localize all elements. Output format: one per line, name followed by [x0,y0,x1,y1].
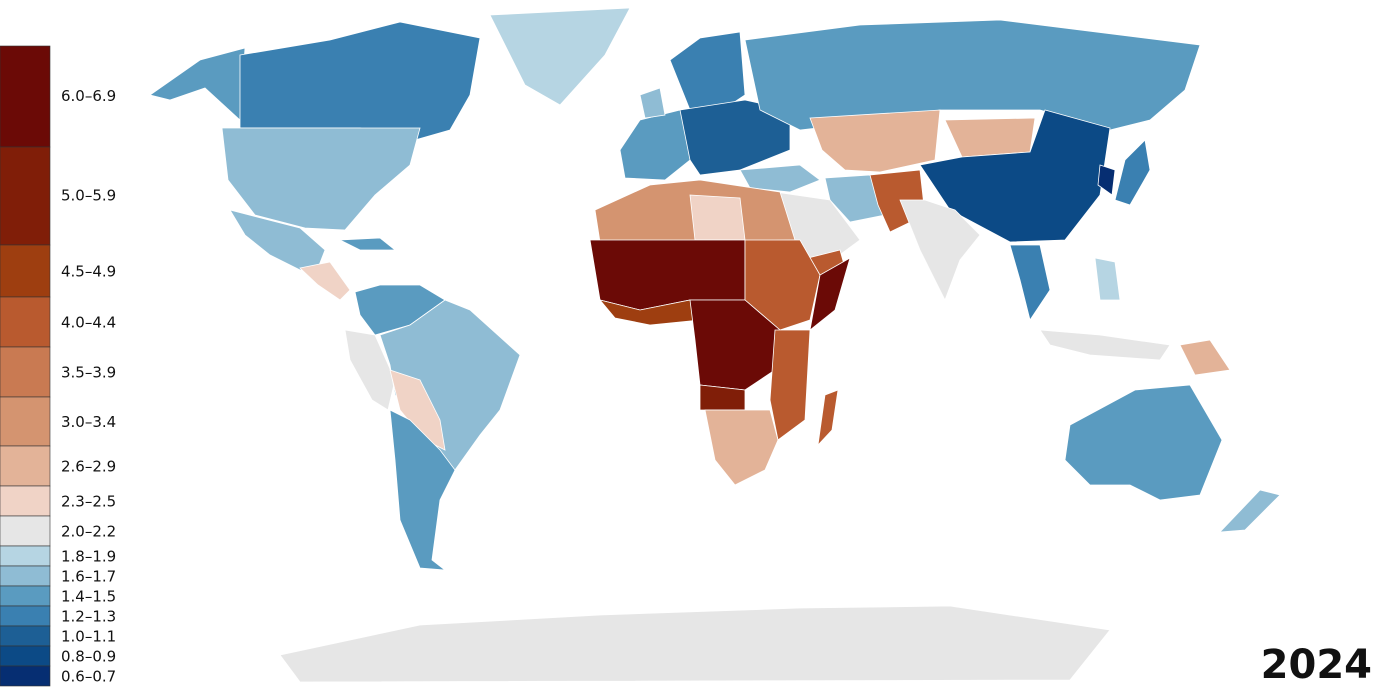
alaska [149,47,246,121]
greenland [489,7,631,106]
libya [689,194,746,241]
legend-swatch [0,625,51,647]
philippines [1094,257,1121,301]
russia [744,19,1201,131]
legend-swatch [0,296,51,348]
legend-label: 4.5–4.9 [61,263,116,281]
year-label: 2024 [1261,642,1372,688]
legend-swatch [0,665,51,687]
ecuador-peru [344,329,396,411]
legend-label: 1.2–1.3 [61,608,116,626]
caribbean [338,237,397,251]
legend-label: 1.4–1.5 [61,588,116,606]
argentina-chile [389,409,456,571]
india [899,199,981,301]
legend-label: 1.8–1.9 [61,548,116,566]
legend: 6.0–6.9 5.0–5.9 4.5–4.9 4.0–4.4 3.5–3.9 3.0–3… [0,45,116,687]
legend-swatch [0,45,51,148]
antarctica [279,605,1111,683]
brazil [379,299,521,471]
china [919,109,1111,243]
legend-swatch [0,396,51,447]
sahel [589,239,746,311]
australia [1064,384,1223,501]
korea [1097,164,1116,196]
legend-label: 3.5–3.9 [61,364,116,382]
legend-label: 1.6–1.7 [61,568,116,586]
legend-swatch [0,585,51,607]
canada [239,21,481,141]
legend-label: 0.6–0.7 [61,668,116,686]
land [149,7,1281,683]
uk-ireland [639,87,666,119]
legend-label: 6.0–6.9 [61,87,116,105]
legend-label: 2.0–2.2 [61,523,116,541]
legend-swatch [0,445,51,487]
legend-swatch [0,485,51,517]
congo [689,299,781,391]
bolivia-paraguay [389,369,446,451]
papua-new-guinea [1179,339,1231,376]
somalia [809,257,851,331]
legend-label: 3.0–3.4 [61,413,116,431]
legend-label: 4.0–4.4 [61,314,116,332]
iran [824,174,886,223]
legend-label: 1.0–1.1 [61,628,116,646]
japan [1114,139,1151,206]
legend-swatch [0,545,51,567]
east-africa [769,329,811,441]
central-america [299,261,351,301]
new-zealand [1218,489,1281,533]
central-asia [809,109,941,173]
legend-swatch [0,565,51,587]
mongolia [944,117,1036,158]
legend-swatch [0,605,51,627]
legend-label: 5.0–5.9 [61,187,116,205]
legend-label: 0.8–0.9 [61,648,116,666]
legend-swatch [0,346,51,398]
legend-swatch [0,515,51,547]
indonesia [1039,329,1171,361]
central-europe [679,99,791,176]
southern-africa [704,409,779,486]
legend-swatch [0,146,51,246]
legend-label: 2.6–2.9 [61,458,116,476]
legend-swatch [0,244,51,298]
united-states [221,127,421,231]
legend-label: 2.3–2.5 [61,493,116,511]
thailand [1009,244,1051,321]
legend-swatch [0,645,51,667]
turkey [739,164,821,193]
madagascar [817,389,839,447]
